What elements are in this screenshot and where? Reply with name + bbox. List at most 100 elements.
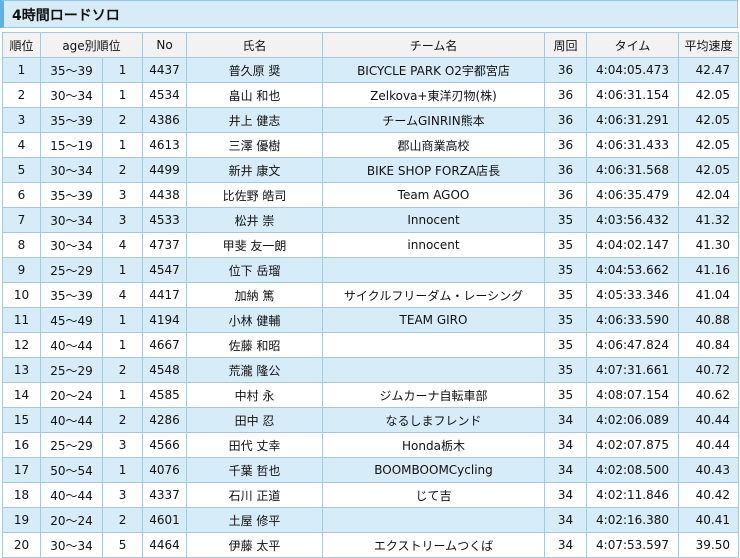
cell-time: 4:06:33.590 bbox=[586, 307, 680, 333]
cell-avg-speed: 42.47 bbox=[678, 57, 740, 83]
cell-age-rank: 1 bbox=[101, 382, 144, 408]
cell-number: 4566 bbox=[142, 432, 188, 458]
cell-number: 4386 bbox=[142, 107, 188, 133]
cell-number: 4464 bbox=[142, 532, 188, 558]
cell-age-group: 25〜29 bbox=[40, 432, 103, 458]
cell-time: 4:06:31.568 bbox=[586, 157, 680, 183]
cell-rank: 12 bbox=[2, 332, 41, 358]
cell-team bbox=[322, 507, 546, 533]
cell-name: 三澤 優樹 bbox=[186, 132, 324, 158]
header-rank: 順位 bbox=[2, 32, 41, 58]
cell-avg-speed: 41.16 bbox=[678, 257, 740, 283]
cell-avg-speed: 40.42 bbox=[678, 482, 740, 508]
cell-number: 4601 bbox=[142, 507, 188, 533]
cell-team: innocent bbox=[322, 232, 546, 258]
cell-age-group: 35〜39 bbox=[40, 282, 103, 308]
cell-number: 4534 bbox=[142, 82, 188, 108]
cell-laps: 36 bbox=[544, 82, 588, 108]
header-team: チーム名 bbox=[322, 32, 546, 58]
cell-laps: 34 bbox=[544, 432, 588, 458]
cell-time: 4:02:16.380 bbox=[586, 507, 680, 533]
cell-age-group: 35〜39 bbox=[40, 107, 103, 133]
cell-age-group: 25〜29 bbox=[40, 357, 103, 383]
cell-avg-speed: 42.04 bbox=[678, 182, 740, 208]
cell-age-rank: 3 bbox=[101, 482, 144, 508]
cell-avg-speed: 40.62 bbox=[678, 382, 740, 408]
cell-age-rank: 1 bbox=[101, 457, 144, 483]
cell-age-group: 45〜49 bbox=[40, 307, 103, 333]
cell-age-rank: 2 bbox=[101, 107, 144, 133]
cell-age-rank: 4 bbox=[101, 232, 144, 258]
table-row: 17 50〜54 1 4076 千葉 哲也 BOOMBOOMCycling 34 4:02:0… bbox=[2, 457, 740, 483]
cell-laps: 34 bbox=[544, 532, 588, 558]
cell-rank: 20 bbox=[2, 532, 41, 558]
cell-laps: 36 bbox=[544, 157, 588, 183]
table-row: 20 30〜34 5 4464 伊藤 太平 エクストリームつくば 34 4:07:53.597… bbox=[2, 532, 740, 558]
table-row: 7 30〜34 3 4533 松井 崇 Innocent 35 4:03:56.432 41.3… bbox=[2, 207, 740, 233]
cell-team bbox=[322, 257, 546, 283]
table-row: 1 35〜39 1 4437 普久原 奨 BICYCLE PARK O2宇都宮店 36 4:0… bbox=[2, 57, 740, 83]
cell-team: なるしまフレンド bbox=[322, 407, 546, 433]
cell-team: TEAM GIRO bbox=[322, 307, 546, 333]
table-row: 3 35〜39 2 4386 井上 健志 チームGINRIN熊本 36 4:06:31.291… bbox=[2, 107, 740, 133]
cell-laps: 34 bbox=[544, 457, 588, 483]
cell-laps: 35 bbox=[544, 257, 588, 283]
cell-name: 土屋 修平 bbox=[186, 507, 324, 533]
cell-age-rank: 3 bbox=[101, 432, 144, 458]
cell-name: 畠山 和也 bbox=[186, 82, 324, 108]
cell-avg-speed: 40.72 bbox=[678, 357, 740, 383]
cell-age-rank: 4 bbox=[101, 282, 144, 308]
cell-team bbox=[322, 332, 546, 358]
cell-name: 松井 崇 bbox=[186, 207, 324, 233]
cell-laps: 35 bbox=[544, 207, 588, 233]
cell-laps: 34 bbox=[544, 507, 588, 533]
table-row: 6 35〜39 3 4438 比佐野 皓司 Team AGOO 36 4:06:35.479 4… bbox=[2, 182, 740, 208]
cell-name: 井上 健志 bbox=[186, 107, 324, 133]
cell-number: 4194 bbox=[142, 307, 188, 333]
cell-time: 4:04:53.662 bbox=[586, 257, 680, 283]
cell-time: 4:02:07.875 bbox=[586, 432, 680, 458]
cell-rank: 18 bbox=[2, 482, 41, 508]
cell-age-rank: 1 bbox=[101, 57, 144, 83]
cell-age-rank: 2 bbox=[101, 357, 144, 383]
cell-time: 4:06:47.824 bbox=[586, 332, 680, 358]
cell-rank: 7 bbox=[2, 207, 41, 233]
cell-number: 4737 bbox=[142, 232, 188, 258]
cell-age-group: 50〜54 bbox=[40, 457, 103, 483]
header-avg-speed: 平均速度 bbox=[678, 32, 740, 58]
cell-number: 4438 bbox=[142, 182, 188, 208]
cell-laps: 35 bbox=[544, 357, 588, 383]
cell-age-group: 40〜44 bbox=[40, 407, 103, 433]
cell-name: 普久原 奨 bbox=[186, 57, 324, 83]
cell-time: 4:02:11.846 bbox=[586, 482, 680, 508]
header-age-rank: age別順位 bbox=[39, 32, 144, 58]
cell-laps: 35 bbox=[544, 382, 588, 408]
cell-time: 4:07:31.661 bbox=[586, 357, 680, 383]
cell-number: 4286 bbox=[142, 407, 188, 433]
table-row: 16 25〜29 3 4566 田代 丈幸 Honda栃木 34 4:02:07.875 40.… bbox=[2, 432, 740, 458]
cell-name: 田代 丈幸 bbox=[186, 432, 324, 458]
cell-avg-speed: 40.84 bbox=[678, 332, 740, 358]
cell-name: 新井 康文 bbox=[186, 157, 324, 183]
cell-rank: 17 bbox=[2, 457, 41, 483]
cell-laps: 34 bbox=[544, 407, 588, 433]
cell-team: Zelkova+東洋刃物(株) bbox=[322, 82, 546, 108]
cell-team: ジムカーナ自転車部 bbox=[322, 382, 546, 408]
cell-age-rank: 2 bbox=[101, 507, 144, 533]
page-title: 4時間ロードソロ bbox=[12, 8, 120, 24]
cell-avg-speed: 41.30 bbox=[678, 232, 740, 258]
cell-name: 小林 健輔 bbox=[186, 307, 324, 333]
cell-time: 4:06:31.154 bbox=[586, 82, 680, 108]
cell-rank: 8 bbox=[2, 232, 41, 258]
cell-team bbox=[322, 357, 546, 383]
cell-laps: 35 bbox=[544, 332, 588, 358]
cell-rank: 1 bbox=[2, 57, 41, 83]
cell-rank: 16 bbox=[2, 432, 41, 458]
cell-age-group: 35〜39 bbox=[40, 57, 103, 83]
cell-team: Team AGOO bbox=[322, 182, 546, 208]
table-row: 18 40〜44 3 4337 石川 正道 じて吉 34 4:02:11.846 40.42 bbox=[2, 482, 740, 508]
cell-age-rank: 1 bbox=[101, 257, 144, 283]
cell-team: BIKE SHOP FORZA店長 bbox=[322, 157, 546, 183]
cell-team: サイクルフリーダム・レーシング bbox=[322, 282, 546, 308]
cell-laps: 36 bbox=[544, 57, 588, 83]
